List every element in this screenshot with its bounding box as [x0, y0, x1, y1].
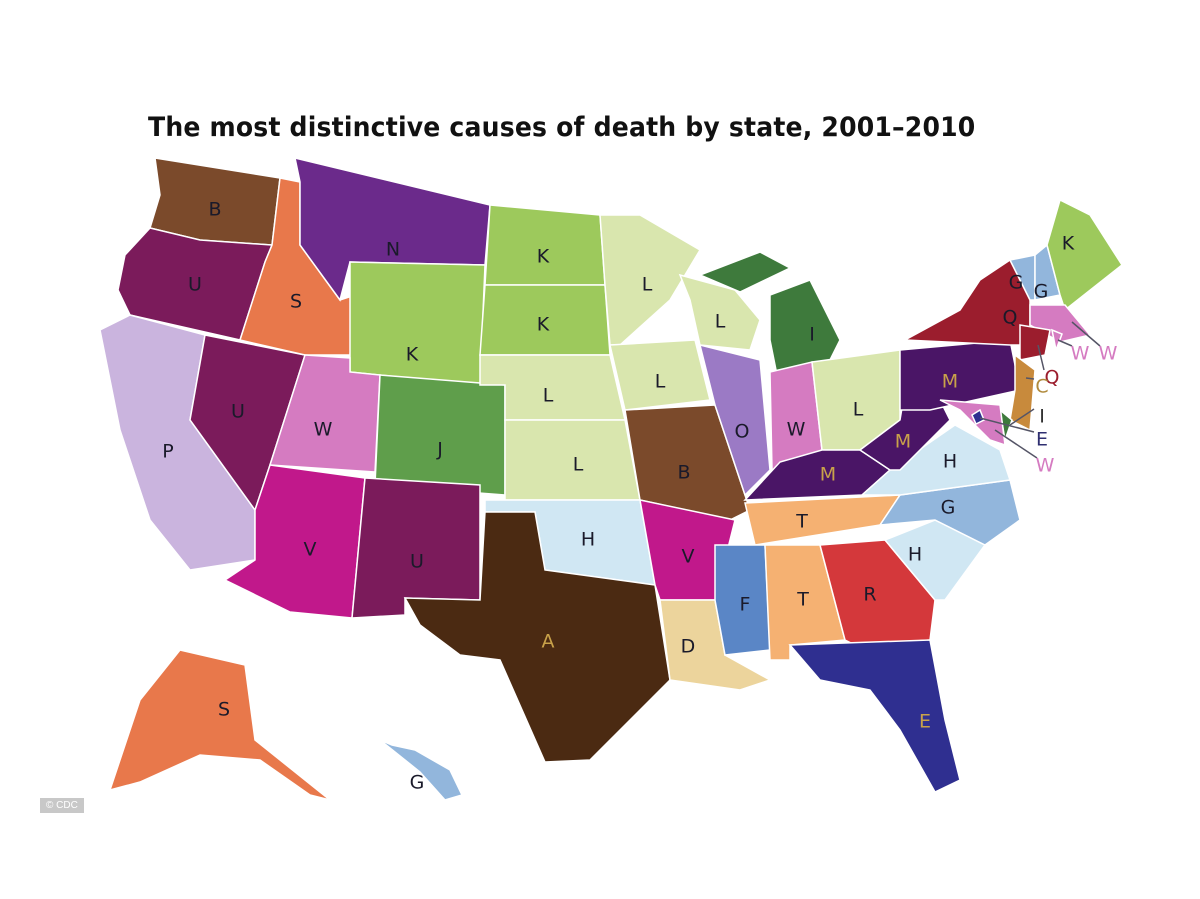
credit-label: © CDC	[40, 798, 84, 813]
state-label-md: W	[1036, 455, 1055, 477]
state-label-nc: G	[941, 497, 956, 519]
callout-line	[994, 429, 1038, 459]
state-nj	[1009, 353, 1036, 432]
state-md	[939, 399, 1006, 447]
state-label-az: V	[304, 539, 317, 561]
state-nm	[351, 477, 481, 619]
callout-line	[1009, 408, 1035, 426]
state-label-wv: M	[895, 431, 911, 453]
state-ms	[714, 544, 771, 656]
state-label-ms: F	[740, 594, 751, 616]
state-label-dc: E	[1036, 429, 1048, 451]
state-label-vt: G	[1009, 272, 1024, 294]
state-label-ia: L	[655, 371, 666, 393]
state-label-nj: C	[1035, 376, 1048, 398]
state-label-va: H	[943, 451, 957, 473]
state-tx	[403, 511, 671, 763]
state-label-ok: H	[581, 529, 595, 551]
state-co	[374, 374, 506, 496]
state-label-fl: E	[919, 711, 931, 733]
state-label-mt: N	[386, 239, 400, 261]
state-mo	[624, 404, 751, 521]
state-ct	[1019, 324, 1051, 361]
callout-line	[979, 417, 1035, 433]
state-hi	[379, 739, 464, 801]
state-label-ks: L	[573, 454, 584, 476]
state-label-or: U	[188, 274, 202, 296]
state-label-wy: K	[406, 344, 419, 366]
state-pa	[899, 339, 1021, 411]
state-label-hi: G	[410, 772, 425, 794]
state-fl	[788, 639, 961, 793]
state-label-mo: B	[677, 462, 690, 484]
state-label-nv: U	[231, 401, 245, 423]
state-label-nh: G	[1034, 281, 1049, 303]
state-label-co: J	[436, 439, 443, 461]
state-mn	[599, 214, 702, 346]
state-label-ar: V	[682, 546, 695, 568]
state-label-tn: T	[795, 511, 808, 533]
map-title: The most distinctive causes of death by …	[148, 112, 976, 143]
state-label-ga: R	[863, 584, 876, 606]
state-label-ny: Q	[1003, 307, 1018, 329]
state-label-ct: Q	[1045, 367, 1060, 389]
state-ak	[108, 649, 331, 801]
state-label-nd: K	[537, 246, 550, 268]
state-label-ma: W	[1099, 343, 1118, 365]
state-tn	[744, 494, 902, 546]
state-label-mi: I	[809, 324, 815, 346]
state-label-sc: H	[908, 544, 922, 566]
state-label-in: W	[787, 419, 806, 441]
state-label-il: O	[735, 421, 750, 443]
callout-line	[1037, 344, 1045, 371]
state-label-oh: L	[853, 399, 864, 421]
state-ia	[609, 339, 711, 411]
state-label-sd: K	[537, 314, 550, 336]
state-label-wa: B	[208, 199, 221, 221]
state-va	[860, 424, 1011, 496]
state-label-mn: L	[642, 274, 653, 296]
state-wy	[349, 261, 486, 386]
state-label-id: S	[290, 291, 302, 313]
callout-line	[1025, 377, 1035, 380]
state-label-ut: W	[314, 419, 333, 441]
state-label-wi: L	[715, 311, 726, 333]
state-label-ri: W	[1071, 343, 1090, 365]
state-mi	[697, 251, 792, 293]
state-label-me: K	[1062, 233, 1075, 255]
state-ri	[1050, 328, 1063, 353]
state-label-al: T	[796, 589, 809, 611]
state-label-pa: M	[942, 371, 958, 393]
state-label-ne: L	[543, 385, 554, 407]
state-il	[698, 343, 771, 497]
callout-line	[1071, 321, 1101, 347]
callout-line	[1057, 339, 1073, 347]
state-label-tx: A	[542, 631, 555, 653]
state-label-nm: U	[410, 551, 424, 573]
state-label-ky: M	[820, 464, 836, 486]
state-me	[1046, 198, 1123, 312]
state-label-ca: P	[162, 441, 173, 463]
state-dc	[971, 408, 985, 426]
state-label-de: I	[1039, 406, 1045, 428]
state-sc	[883, 519, 987, 601]
state-label-la: D	[681, 636, 696, 658]
state-label-ak: S	[218, 699, 230, 721]
